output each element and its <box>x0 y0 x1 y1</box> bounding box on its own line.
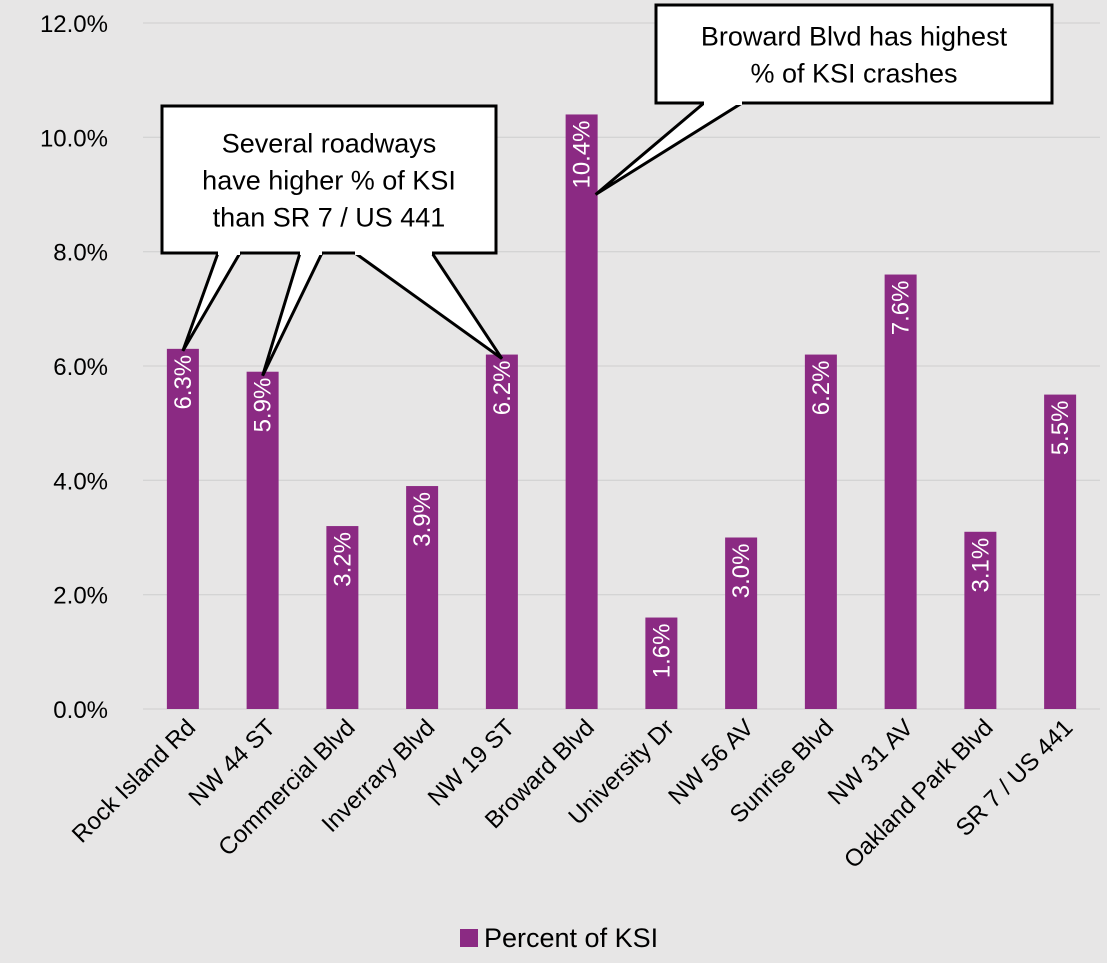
callout-broward-tail <box>594 101 748 196</box>
callout-several-text: have higher % of KSI <box>202 166 456 196</box>
y-tick-label: 2.0% <box>53 583 108 610</box>
callout-several-text: Several roadways <box>222 129 437 159</box>
bar <box>1044 394 1077 709</box>
bar <box>406 486 439 709</box>
legend-swatch <box>460 929 478 947</box>
y-tick-label: 4.0% <box>53 468 108 495</box>
bar <box>964 531 997 709</box>
x-tick-label: Rock Island Rd <box>67 714 201 848</box>
data-label: 6.3% <box>170 355 197 410</box>
data-label: 3.1% <box>967 538 994 593</box>
data-label: 5.5% <box>1047 401 1074 456</box>
data-label: 5.9% <box>250 378 277 433</box>
y-tick-label: 10.0% <box>40 125 108 152</box>
x-tick-label: Commercial Blvd <box>213 714 360 861</box>
data-label: 6.2% <box>489 361 516 416</box>
bar <box>884 274 917 709</box>
bar <box>645 617 678 709</box>
x-tick-label: Oakland Park Blvd <box>839 714 999 874</box>
callout-broward-text: Broward Blvd has highest <box>701 22 1008 52</box>
y-tick-label: 8.0% <box>53 240 108 267</box>
data-label: 6.2% <box>808 361 835 416</box>
y-tick-label: 12.0% <box>40 11 108 38</box>
bar <box>166 348 199 709</box>
callout-several-text: than SR 7 / US 441 <box>213 203 446 233</box>
data-label: 3.2% <box>329 532 356 587</box>
y-tick-label: 6.0% <box>53 354 108 381</box>
bar <box>246 371 279 709</box>
data-label: 3.0% <box>728 544 755 599</box>
data-label: 3.9% <box>409 492 436 547</box>
callout-broward-box <box>654 3 1054 105</box>
callout-several-box <box>160 104 498 255</box>
callout-several-tail <box>181 251 504 377</box>
bar <box>326 526 359 709</box>
callout-broward-text: % of KSI crashes <box>750 59 957 89</box>
data-label: 7.6% <box>888 281 915 336</box>
data-label: 10.4% <box>569 120 596 188</box>
bar <box>725 537 758 709</box>
bar <box>565 114 598 709</box>
data-label: 1.6% <box>648 624 675 679</box>
bar <box>485 354 518 709</box>
y-tick-label: 0.0% <box>53 697 108 724</box>
bar <box>804 354 837 709</box>
legend-label: Percent of KSI <box>484 923 658 953</box>
